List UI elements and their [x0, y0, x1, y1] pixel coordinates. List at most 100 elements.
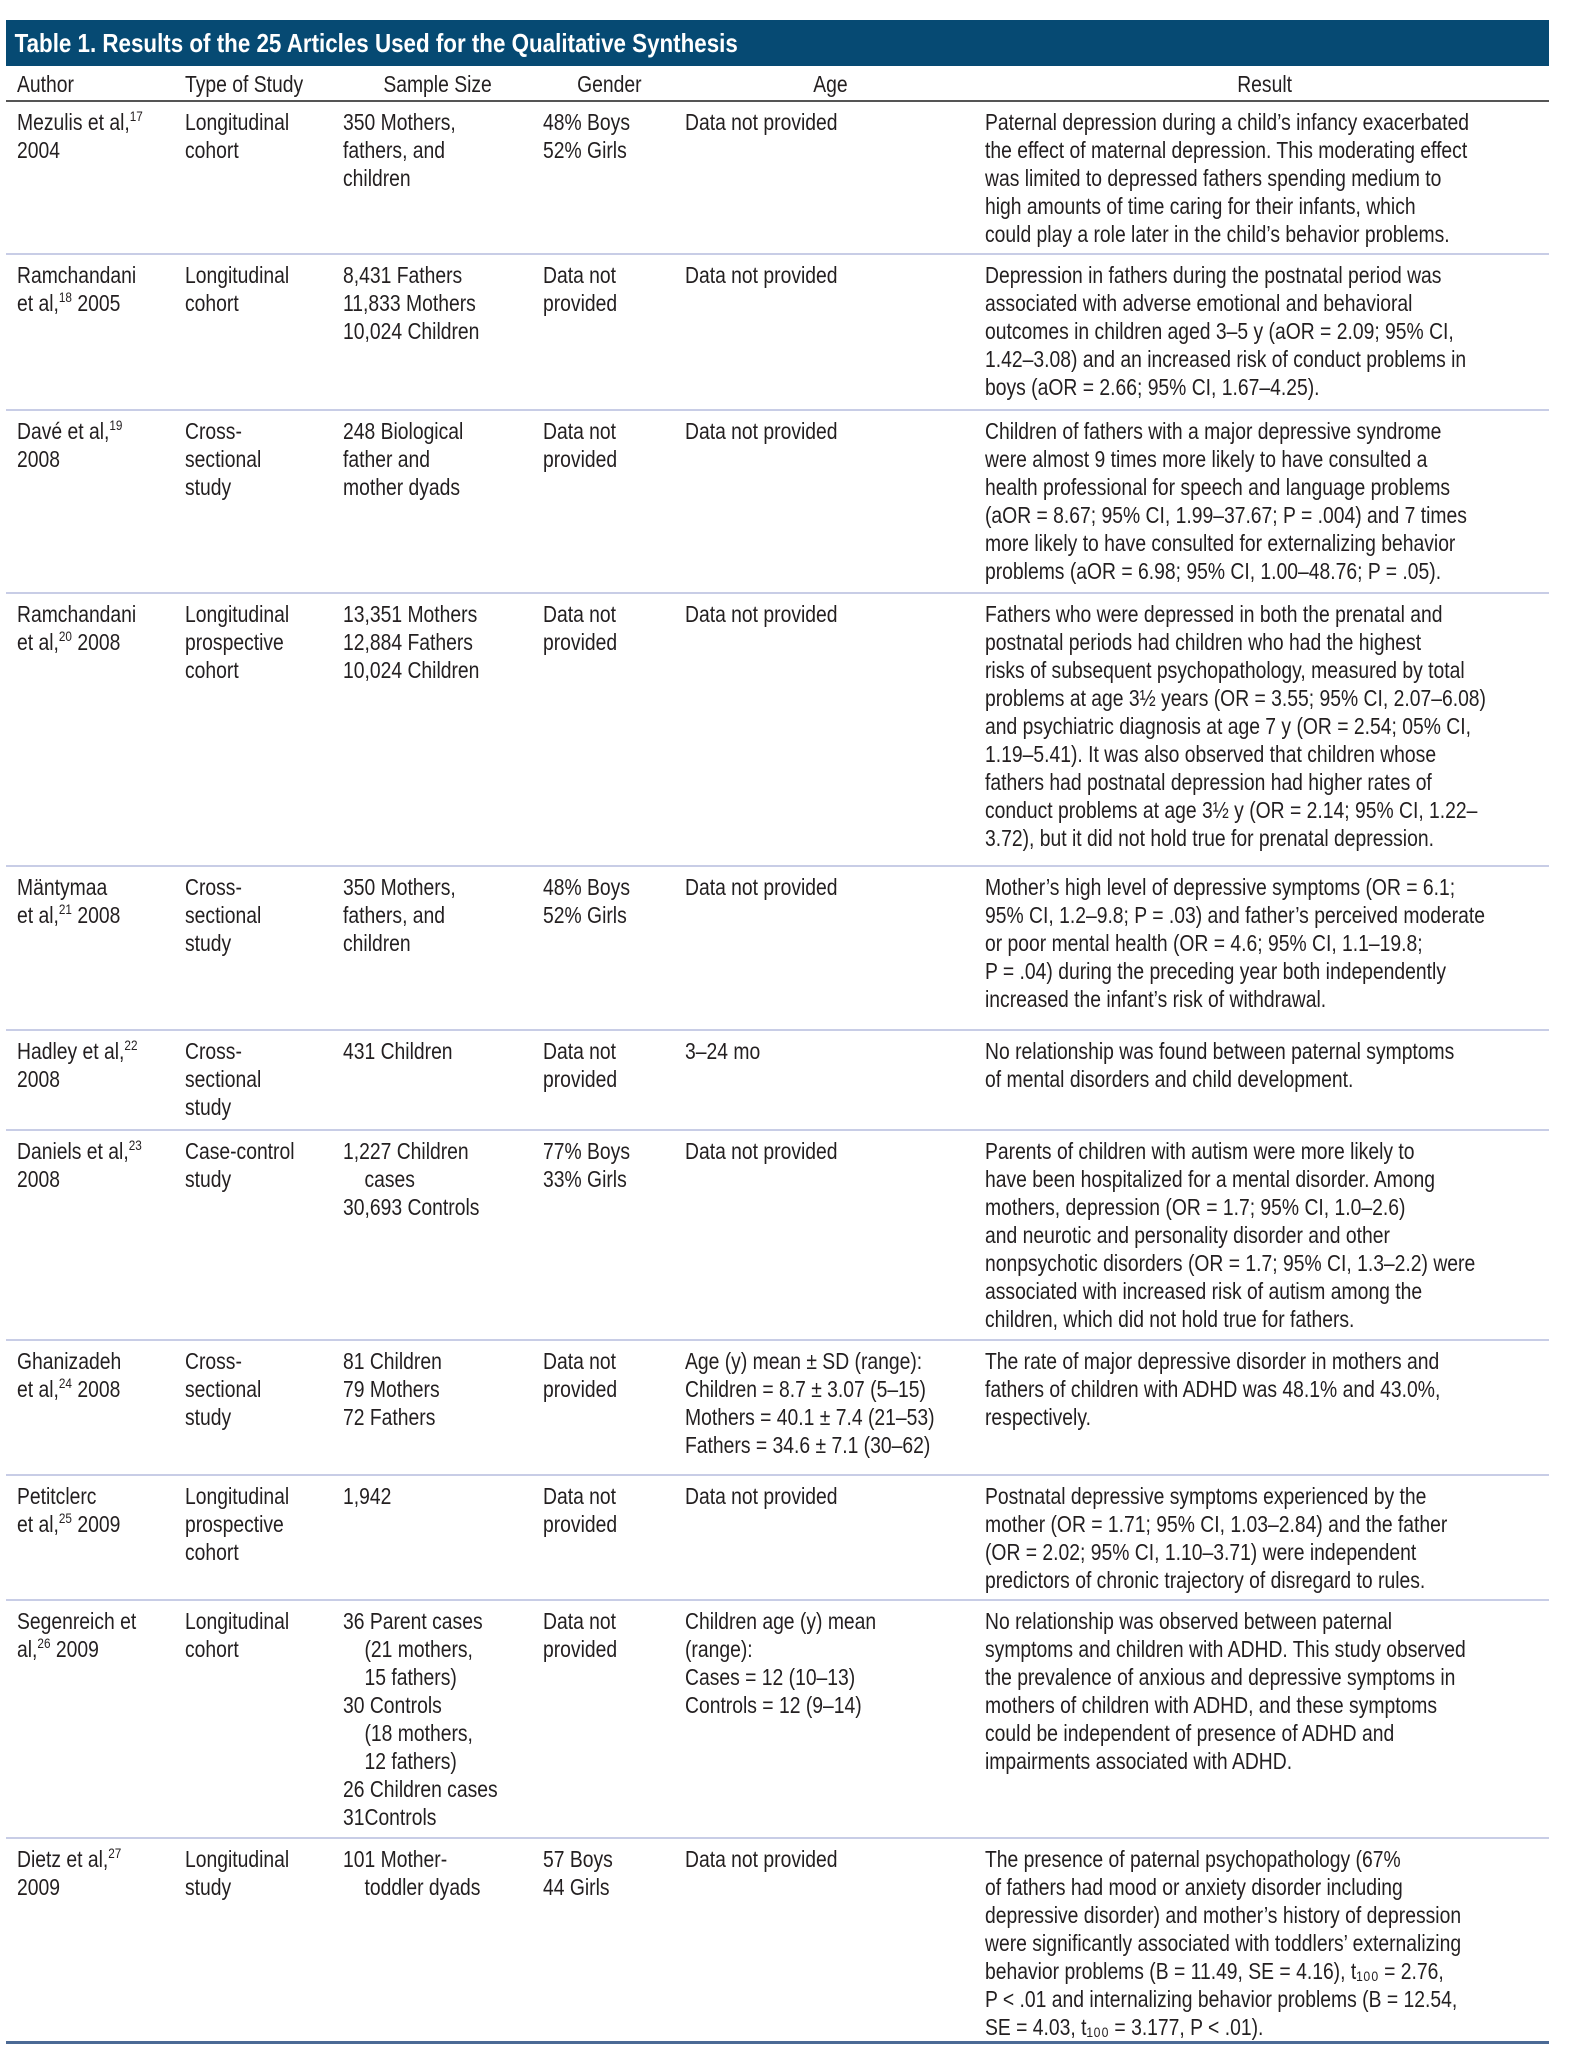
cell-result: Fathers who were depressed in both the p… [980, 593, 1549, 866]
cell-type: Cross- sectional study [180, 1030, 338, 1130]
reference-number: 24 [58, 1375, 72, 1391]
table-title: Table 1. Results of the 25 Articles Used… [14, 28, 738, 58]
author-year: 2005 [71, 290, 121, 316]
header-result: Result [1237, 71, 1292, 97]
cell-age: Age (y) mean ± SD (range): Children = 8.… [680, 1340, 980, 1475]
cell-gender: Data not provided [538, 1475, 680, 1600]
cell-gender: Data not provided [538, 593, 680, 866]
result-text: Depression in fathers during the postnat… [985, 262, 1467, 400]
sample-text: 431 Children [343, 1038, 453, 1064]
type-text: Case-control study [185, 1138, 295, 1192]
cell-gender: 48% Boys 52% Girls [538, 101, 680, 254]
header-row: Author Type of Study Sample Size Gender … [6, 66, 1549, 101]
cell-author: Daniels et al,23 2008 [6, 1130, 180, 1340]
result-text: No relationship was found between patern… [985, 1038, 1455, 1092]
header-type-of-study: Type of Study [185, 71, 304, 97]
sample-text: 248 Biological father and mother dyads [343, 418, 464, 500]
cell-type: Longitudinal cohort [180, 1600, 338, 1838]
cell-gender: Data not provided [538, 410, 680, 593]
author-name: Segenreich et al, [17, 1608, 137, 1662]
result-text: Mother’s high level of depressive sympto… [985, 874, 1485, 1012]
cell-type: Cross- sectional study [180, 410, 338, 593]
author-name: Daniels et al, [17, 1138, 129, 1164]
cell-sample: 350 Mothers, fathers, and children [338, 101, 538, 254]
cell-type: Case-control study [180, 1130, 338, 1340]
sample-text: 350 Mothers, fathers, and children [343, 109, 456, 191]
reference-number: 22 [124, 1037, 138, 1053]
age-text: 3–24 mo [685, 1038, 761, 1064]
author-year: 2008 [17, 1066, 60, 1092]
cell-author: Ramchandani et al,20 2008 [6, 593, 180, 866]
age-text: Data not provided [685, 601, 838, 627]
reference-number: 25 [58, 1510, 72, 1526]
author-year: 2008 [17, 446, 60, 472]
cell-age: Data not provided [680, 1475, 980, 1600]
result-text: Fathers who were depressed in both the p… [985, 601, 1486, 851]
cell-result: Children of fathers with a major depress… [980, 410, 1549, 593]
sample-text: 13,351 Mothers 12,884 Fathers 10,024 Chi… [343, 601, 480, 683]
cell-type: Longitudinal cohort [180, 254, 338, 410]
gender-text: Data not provided [543, 1038, 618, 1092]
gender-text: 48% Boys 52% Girls [543, 109, 630, 163]
type-text: Longitudinal prospective cohort [185, 1483, 290, 1565]
table-row: Ghanizadeh et al,24 2008 Cross- sectional… [6, 1340, 1549, 1475]
cell-age: Data not provided [680, 1838, 980, 2043]
sample-text: 101 Mother- toddler dyads [343, 1846, 481, 1900]
cell-author: Ghanizadeh et al,24 2008 [6, 1340, 180, 1475]
reference-number: 18 [58, 289, 72, 305]
age-text: Children age (y) mean (range): Cases = 1… [685, 1608, 877, 1718]
cell-gender: 77% Boys 33% Girls [538, 1130, 680, 1340]
cell-author: Segenreich et al,26 2009 [6, 1600, 180, 1838]
header-sample-size: Sample Size [383, 71, 493, 97]
table-row: Segenreich et al,26 2009 Longitudinal coh… [6, 1600, 1549, 1838]
cell-type: Longitudinal prospective cohort [180, 1475, 338, 1600]
author-year: 2009 [71, 1511, 121, 1537]
cell-type: Cross- sectional study [180, 866, 338, 1030]
header-age: Age [812, 71, 848, 97]
cell-type: Longitudinal prospective cohort [180, 593, 338, 866]
age-text: Data not provided [685, 1846, 838, 1872]
age-text: Data not provided [685, 1138, 838, 1164]
type-text: Cross- sectional study [185, 874, 262, 956]
reference-number: 27 [108, 1845, 122, 1861]
cell-age: Data not provided [680, 1130, 980, 1340]
gender-text: Data not provided [543, 262, 618, 316]
author-name: Dietz et al, [17, 1846, 109, 1872]
author-year: 2009 [50, 1636, 99, 1662]
table-row: Ramchandani et al,18 2005 Longitudinal co… [6, 254, 1549, 410]
cell-type: Longitudinal cohort [180, 101, 338, 254]
author-name: Petitclerc et al, [17, 1483, 97, 1537]
reference-number: 23 [128, 1137, 142, 1153]
result-text: Paternal depression during a child’s inf… [985, 109, 1470, 247]
type-text: Longitudinal cohort [185, 1608, 290, 1662]
cell-author: Hadley et al,22 2008 [6, 1030, 180, 1130]
cell-age: Data not provided [680, 593, 980, 866]
author-year: 2009 [17, 1874, 60, 1900]
table-row: Ramchandani et al,20 2008 Longitudinal pr… [6, 593, 1549, 866]
gender-text: Data not provided [543, 1483, 618, 1537]
reference-number: 17 [129, 108, 143, 124]
cell-author: Dietz et al,27 2009 [6, 1838, 180, 2043]
reference-number: 20 [58, 628, 72, 644]
cell-result: Parents of children with autism were mor… [980, 1130, 1549, 1340]
age-text: Data not provided [685, 109, 838, 135]
author-name: Ramchandani et al, [17, 601, 137, 655]
table-row: Mezulis et al,17 2004 Longitudinal cohort… [6, 101, 1549, 254]
result-text: Children of fathers with a major depress… [985, 418, 1467, 584]
cell-result: Mother’s high level of depressive sympto… [980, 866, 1549, 1030]
cell-gender: Data not provided [538, 1030, 680, 1130]
table-title-bar: Table 1. Results of the 25 Articles Used… [6, 20, 1549, 66]
reference-number: 26 [37, 1635, 51, 1651]
table-row: Mäntymaa et al,21 2008 Cross- sectional s… [6, 866, 1549, 1030]
table-row: Dietz et al,27 2009 Longitudinal study 101… [6, 1838, 1549, 2043]
result-text: No relationship was observed between pat… [985, 1608, 1466, 1774]
cell-sample: 101 Mother- toddler dyads [338, 1838, 538, 2043]
age-text: Data not provided [685, 1483, 838, 1509]
cell-author: Mezulis et al,17 2004 [6, 101, 180, 254]
reference-number: 19 [109, 417, 123, 433]
table-row: Davé et al,19 2008 Cross- sectional study… [6, 410, 1549, 593]
cell-age: Children age (y) mean (range): Cases = 1… [680, 1600, 980, 1838]
cell-sample: 1,942 [338, 1475, 538, 1600]
type-text: Longitudinal cohort [185, 109, 290, 163]
sample-text: 8,431 Fathers 11,833 Mothers 10,024 Chil… [343, 262, 480, 344]
